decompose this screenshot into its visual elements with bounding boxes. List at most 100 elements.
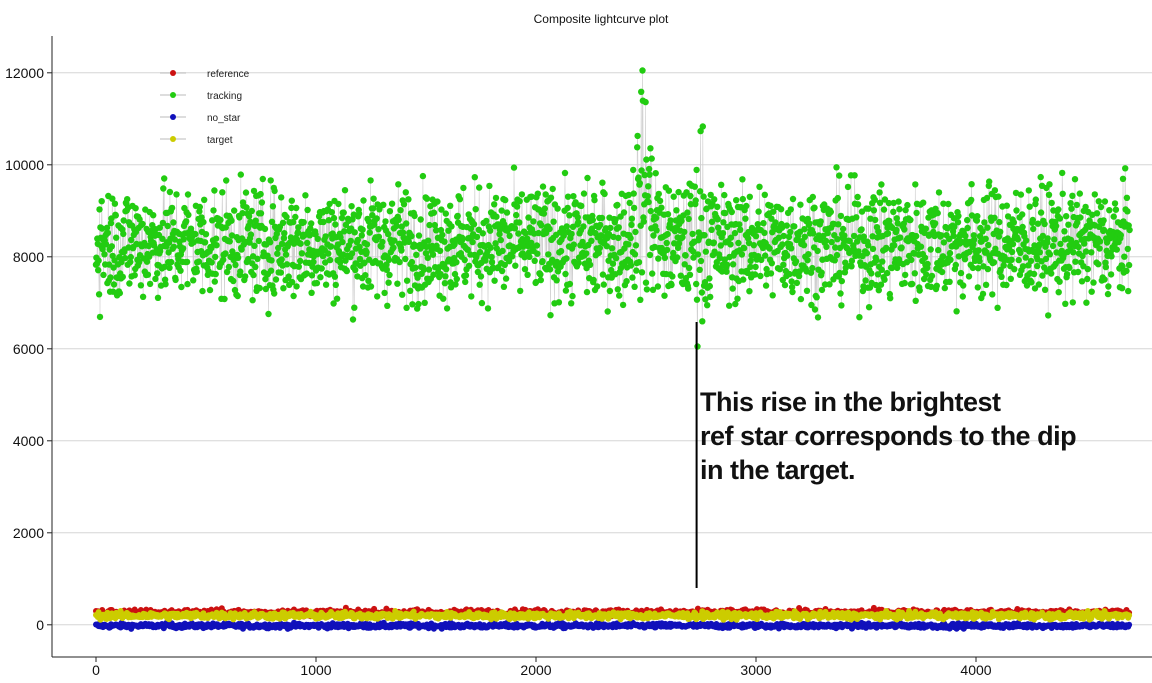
point-tracking <box>563 255 570 262</box>
point-tracking <box>497 236 504 244</box>
point-tracking <box>698 214 705 222</box>
point-tracking <box>234 254 242 261</box>
point-tracking <box>152 275 159 283</box>
point-tracking <box>288 204 295 212</box>
point-tracking <box>102 241 110 248</box>
point-tracking <box>491 277 498 284</box>
point-tracking <box>663 246 671 254</box>
series-no_star <box>93 619 1133 632</box>
point-tracking <box>434 198 441 205</box>
point-no_star <box>1126 621 1133 628</box>
point-tracking <box>546 225 553 233</box>
point-tracking <box>524 235 531 242</box>
point-tracking <box>179 245 187 252</box>
point-tracking <box>160 185 167 192</box>
point-tracking <box>562 270 569 278</box>
point-tracking <box>692 197 699 204</box>
point-tracking <box>681 261 688 268</box>
point-tracking <box>201 196 208 203</box>
point-tracking <box>330 214 338 222</box>
point-tracking <box>120 217 127 224</box>
point-tracking <box>644 193 651 200</box>
point-tracking <box>518 191 526 198</box>
point-tracking <box>137 282 145 289</box>
point-tracking <box>213 242 220 249</box>
point-tracking <box>673 207 680 214</box>
point-tracking <box>436 247 444 254</box>
point-tracking <box>420 266 427 273</box>
point-tracking <box>628 215 636 222</box>
point-tracking <box>486 182 493 190</box>
point-tracking <box>667 217 674 224</box>
point-tracking <box>516 198 523 205</box>
point-tracking <box>694 251 702 258</box>
point-tracking <box>532 278 540 286</box>
point-tracking <box>476 248 484 256</box>
point-tracking <box>510 164 518 171</box>
point-tracking <box>269 203 277 210</box>
point-tracking <box>381 289 388 297</box>
point-tracking <box>395 216 402 223</box>
point-tracking <box>425 266 433 273</box>
point-tracking <box>714 216 721 223</box>
point-tracking <box>168 204 176 212</box>
point-tracking <box>547 312 554 319</box>
point-tracking <box>120 230 127 238</box>
point-tracking <box>267 239 274 246</box>
point-tracking <box>304 239 311 247</box>
point-tracking <box>347 237 354 245</box>
x-tick-label: 0 <box>92 662 100 678</box>
point-tracking <box>503 209 511 216</box>
y-tick-label: 6000 <box>13 341 44 357</box>
point-tracking <box>136 216 143 223</box>
point-tracking <box>308 220 315 227</box>
point-tracking <box>702 296 709 303</box>
point-tracking <box>616 292 623 299</box>
point-tracking <box>591 196 598 204</box>
point-tracking <box>382 218 389 225</box>
point-tracking <box>506 258 513 265</box>
point-tracking <box>308 272 316 279</box>
point-tracking <box>242 189 250 196</box>
point-tracking <box>521 254 528 261</box>
point-tracking <box>360 197 367 204</box>
point-tracking <box>689 248 697 255</box>
point-tracking <box>110 281 118 288</box>
point-tracking <box>626 199 633 207</box>
point-tracking <box>221 295 228 303</box>
point-tracking <box>545 251 552 258</box>
point-tracking <box>488 253 495 261</box>
point-tracking <box>202 231 210 238</box>
point-tracking <box>180 236 187 243</box>
point-tracking <box>637 296 644 303</box>
point-tracking <box>649 270 656 277</box>
point-tracking <box>498 207 505 214</box>
point-tracking <box>426 221 433 229</box>
point-tracking <box>293 283 300 290</box>
point-tracking <box>199 287 206 295</box>
point-tracking <box>629 274 636 281</box>
point-tracking <box>101 251 108 258</box>
point-tracking <box>121 254 129 262</box>
point-tracking <box>245 213 253 220</box>
point-tracking <box>116 289 124 297</box>
point-tracking <box>684 209 691 216</box>
point-tracking <box>219 189 226 196</box>
point-tracking <box>583 288 591 296</box>
point-tracking <box>297 240 304 247</box>
point-tracking <box>521 266 529 273</box>
point-tracking <box>170 219 177 226</box>
point-tracking <box>356 243 363 251</box>
point-tracking <box>325 250 332 257</box>
point-tracking <box>638 269 646 276</box>
point-tracking <box>388 200 396 207</box>
point-tracking <box>249 297 256 304</box>
point-tracking <box>652 170 659 177</box>
point-tracking <box>564 193 572 200</box>
point-tracking <box>706 282 713 290</box>
point-tracking <box>639 67 646 74</box>
point-tracking <box>408 258 416 266</box>
point-tracking <box>661 292 668 299</box>
point-tracking <box>441 238 448 245</box>
point-tracking <box>185 211 192 219</box>
